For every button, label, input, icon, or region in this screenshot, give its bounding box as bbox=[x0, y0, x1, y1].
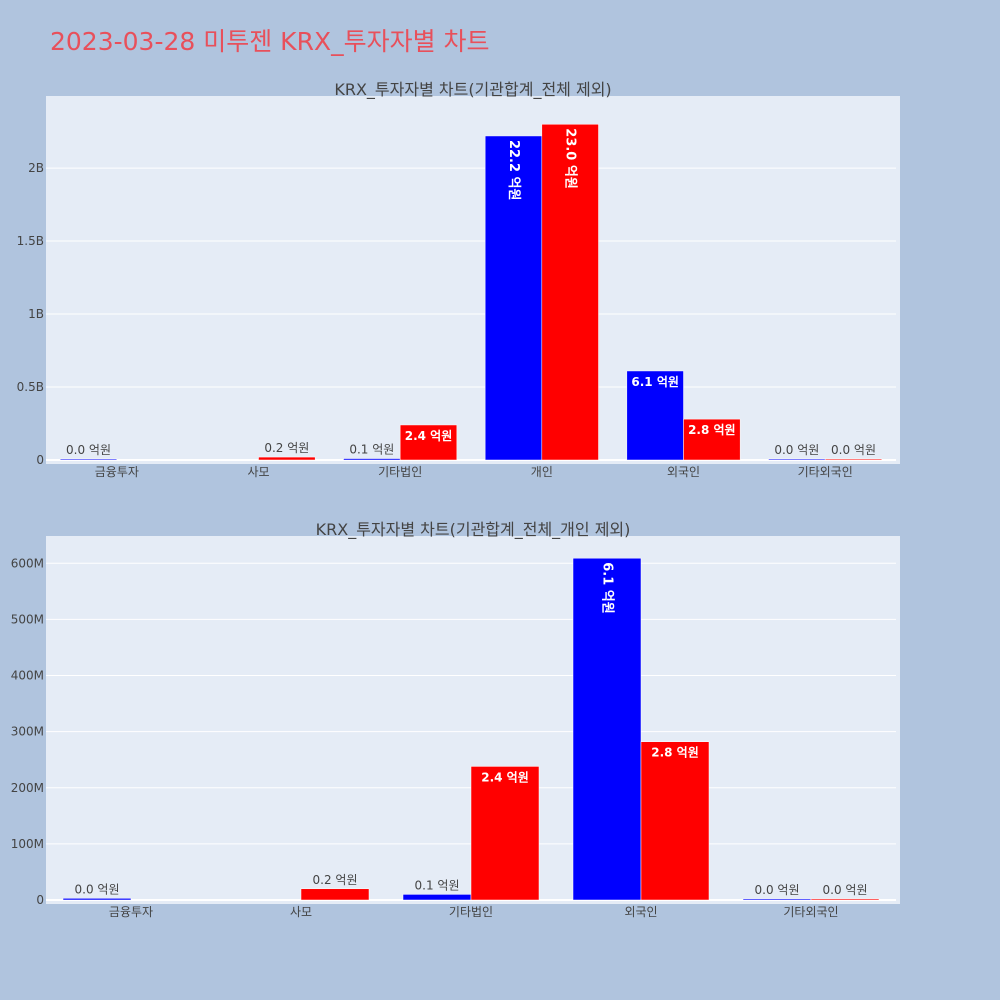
bar bbox=[59, 458, 118, 461]
data-label: 0.0 억원 bbox=[831, 443, 876, 457]
x-tick-label: 기타외국인 bbox=[798, 465, 853, 479]
bar bbox=[541, 124, 599, 461]
y-tick-label: 200M bbox=[11, 781, 44, 795]
data-label: 0.0 억원 bbox=[774, 443, 819, 457]
x-tick-label: 사모 bbox=[247, 465, 269, 479]
subplot-title-1: KRX_투자자별 차트(기관합계_전체 제외) bbox=[334, 80, 611, 100]
bar bbox=[824, 458, 883, 461]
y-tick-label: 2B bbox=[28, 161, 44, 175]
x-tick-label: 금융투자 bbox=[109, 905, 153, 919]
data-label: 2.8 억원 bbox=[688, 423, 736, 437]
y-tick-label: 1B bbox=[28, 307, 44, 321]
data-label: 2.4 억원 bbox=[405, 429, 453, 443]
data-label: 6.1 억원 bbox=[631, 375, 679, 389]
subplot-title-2: KRX_투자자별 차트(기관합계_전체_개인 제외) bbox=[316, 520, 631, 540]
y-tick-label: 0 bbox=[36, 453, 44, 467]
data-label: 0.0 억원 bbox=[823, 883, 868, 897]
bar bbox=[742, 898, 812, 901]
x-tick-label: 기타외국인 bbox=[783, 905, 838, 919]
bar bbox=[399, 424, 458, 461]
bar bbox=[683, 418, 741, 461]
data-label: 6.1 억원 bbox=[600, 562, 615, 613]
bar bbox=[484, 135, 543, 461]
data-label: 0.1 억원 bbox=[415, 878, 460, 892]
x-tick-label: 개인 bbox=[531, 465, 553, 479]
y-tick-label: 1.5B bbox=[17, 234, 44, 248]
x-tick-label: 기타법인 bbox=[449, 905, 493, 919]
y-tick-label: 100M bbox=[11, 837, 44, 851]
bar bbox=[343, 458, 401, 461]
y-tick-label: 0.5B bbox=[17, 380, 44, 394]
y-tick-label: 600M bbox=[11, 556, 44, 570]
bar bbox=[572, 557, 642, 901]
data-label: 23.0 억원 bbox=[563, 128, 578, 189]
data-label: 2.8 억원 bbox=[651, 746, 699, 760]
bar bbox=[640, 741, 710, 901]
x-tick-label: 외국인 bbox=[624, 905, 657, 919]
data-label: 22.2 억원 bbox=[506, 140, 521, 201]
x-tick-label: 금융투자 bbox=[95, 465, 139, 479]
bar bbox=[810, 898, 880, 901]
data-label: 0.2 억원 bbox=[264, 441, 309, 455]
y-tick-label: 400M bbox=[11, 669, 44, 683]
data-label: 0.1 억원 bbox=[349, 443, 394, 457]
y-tick-label: 0 bbox=[36, 893, 44, 907]
data-label: 0.0 억원 bbox=[75, 882, 120, 896]
x-tick-label: 기타법인 bbox=[378, 465, 422, 479]
x-tick-label: 사모 bbox=[290, 905, 312, 919]
data-label: 0.0 억원 bbox=[66, 443, 111, 457]
bar bbox=[768, 458, 826, 461]
data-label: 2.4 억원 bbox=[481, 770, 529, 784]
bar bbox=[300, 888, 370, 901]
page-title: 2023-03-28 미투젠 KRX_투자자별 차트 bbox=[50, 27, 490, 56]
bar bbox=[626, 370, 684, 461]
bar bbox=[258, 456, 316, 461]
y-tick-label: 300M bbox=[11, 725, 44, 739]
x-tick-label: 외국인 bbox=[667, 465, 700, 479]
bar bbox=[62, 898, 132, 901]
y-tick-label: 500M bbox=[11, 612, 44, 626]
data-label: 0.2 억원 bbox=[313, 873, 358, 887]
data-label: 0.0 억원 bbox=[755, 883, 800, 897]
plot-area-1 bbox=[46, 96, 900, 464]
bar bbox=[470, 766, 540, 901]
bar bbox=[402, 894, 472, 901]
